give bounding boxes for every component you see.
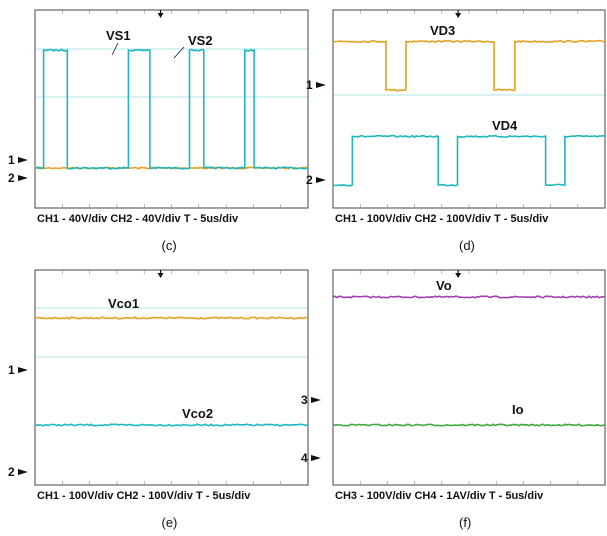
series-label: Io [512, 402, 524, 417]
channel-marker-label: 1 [8, 363, 15, 377]
series-label: Vco2 [182, 406, 213, 421]
channel-marker-label: 2 [306, 173, 313, 187]
panel-caption: CH1 - 100V/div CH2 - 100V/div T - 5us/di… [37, 490, 251, 502]
panel-label: (d) [459, 238, 475, 253]
channel-marker-arrow [18, 157, 28, 163]
panel-label: (c) [162, 238, 177, 253]
trigger-marker [455, 270, 462, 278]
trace-vd3 [332, 39, 606, 92]
panel-label: (f) [459, 515, 471, 530]
channel-marker-label: 1 [8, 153, 15, 167]
channel-marker-arrow [316, 177, 326, 183]
series-label: VD4 [492, 118, 518, 133]
series-label: Vo [436, 278, 452, 293]
panel-e: Vco1 Vco2 1 2 CH1 - 100V/div CH2 - 100V/div … [8, 269, 309, 530]
trace-vco2 [34, 423, 309, 427]
trigger-marker [157, 10, 164, 18]
panel-c: VS1 VS2 1 2 CH1 - 40V/div CH2 - 40V/div T - … [8, 9, 309, 253]
label-leader [111, 42, 119, 56]
channel-marker-arrow [18, 367, 28, 373]
panel-frame [34, 9, 309, 209]
series-label: VD3 [430, 23, 455, 38]
channel-marker-label: 3 [301, 393, 308, 407]
trace-vs2 [34, 48, 309, 170]
trace-vco1 [34, 316, 309, 320]
panel-d: VD3 VD4 1 2 CH1 - 100V/div CH2 - 100V/div T … [306, 9, 606, 253]
trigger-marker [455, 10, 462, 18]
trace-io [332, 423, 606, 427]
panel-f: Vo Io 3 4 CH3 - 100V/div CH4 - 1AV/div T - 5… [301, 269, 606, 530]
channel-marker-arrow [311, 455, 321, 461]
channel-marker-arrow [316, 82, 326, 88]
panel-frame [332, 269, 606, 486]
series-label: VS2 [188, 33, 213, 48]
series-label: VS1 [106, 28, 131, 43]
channel-marker-arrow [311, 397, 321, 403]
series-label: Vco1 [108, 296, 139, 311]
label-leader [173, 46, 185, 59]
panel-label: (e) [162, 515, 178, 530]
trigger-marker [157, 270, 164, 278]
channel-marker-label: 2 [8, 465, 15, 479]
trace-vo [332, 295, 606, 299]
channel-marker-label: 2 [8, 171, 15, 185]
trace-vd4 [332, 134, 606, 187]
channel-marker-label: 4 [301, 451, 308, 465]
channel-marker-label: 1 [306, 78, 313, 92]
panel-caption: CH1 - 100V/div CH2 - 100V/div T - 5us/di… [335, 213, 549, 225]
channel-marker-arrow [18, 175, 28, 181]
panel-caption: CH1 - 40V/div CH2 - 40V/div T - 5us/div [37, 213, 239, 225]
panel-frame [34, 269, 309, 486]
panel-caption: CH3 - 100V/div CH4 - 1AV/div T - 5us/div [335, 490, 544, 502]
channel-marker-arrow [18, 469, 28, 475]
